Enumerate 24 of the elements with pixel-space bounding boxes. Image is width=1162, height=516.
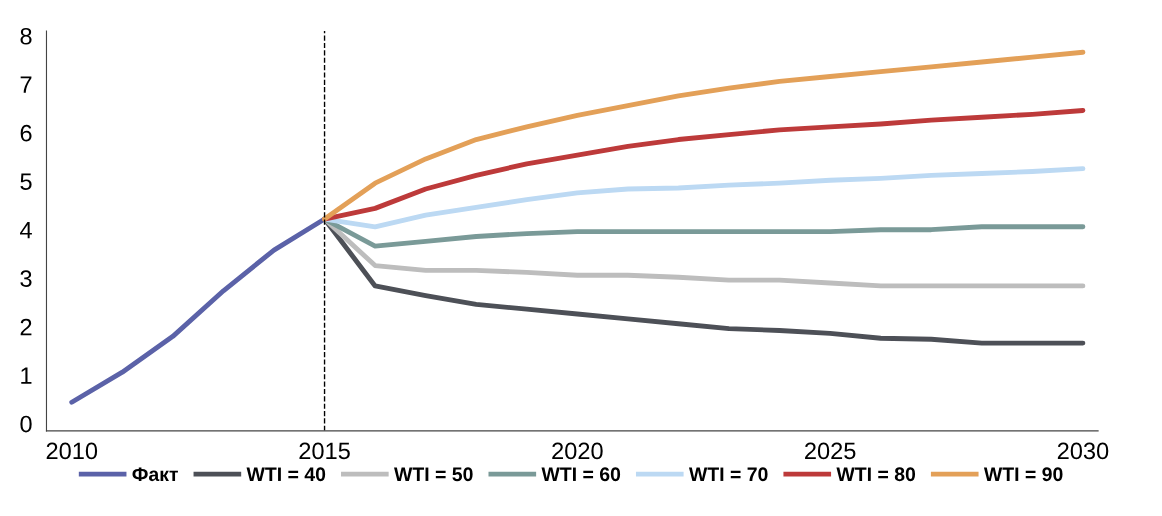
- legend-label: WTI = 60: [541, 467, 621, 482]
- legend-label: WTI = 50: [394, 467, 473, 482]
- x-tick-label: 2015: [299, 442, 350, 460]
- y-tick-label: 2: [20, 318, 32, 336]
- y-tick-label: 3: [20, 270, 32, 287]
- y-tick-label: 0: [20, 415, 32, 433]
- legend-label: WTI = 40: [246, 467, 326, 482]
- y-tick-label: 4: [20, 222, 32, 239]
- x-tick-label: 2010: [46, 442, 98, 460]
- line-series: [322, 49, 1086, 222]
- x-tick-label: 2020: [552, 442, 603, 460]
- x-tick-label: 2025: [805, 442, 856, 460]
- line-series: [322, 166, 1086, 230]
- legend-label: WTI = 90: [983, 467, 1063, 482]
- legend-label: Факт: [132, 467, 178, 482]
- legend-label: WTI = 70: [688, 467, 768, 482]
- legend-label: WTI = 80: [836, 467, 916, 482]
- y-tick-label: 8: [20, 27, 32, 45]
- x-tick-label: 2030: [1057, 442, 1109, 460]
- y-tick-label: 7: [20, 76, 32, 93]
- y-tick-label: 6: [20, 124, 32, 142]
- y-tick-label: 1: [21, 367, 32, 384]
- line-series: [69, 216, 327, 405]
- y-tick-label: 5: [20, 173, 32, 191]
